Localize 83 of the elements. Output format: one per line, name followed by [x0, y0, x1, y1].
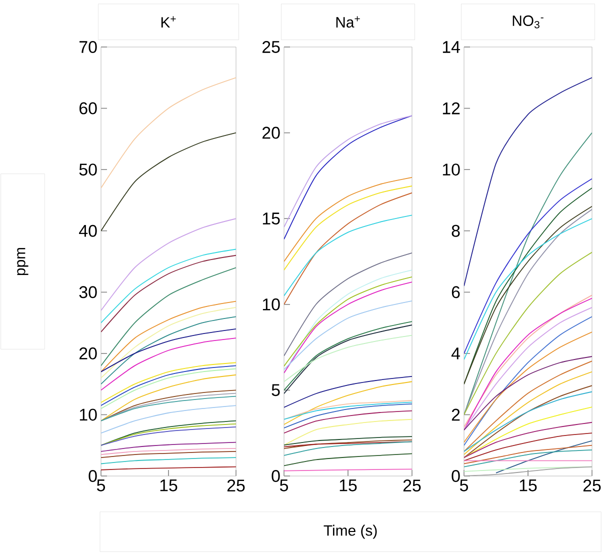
line-series [464, 77, 592, 286]
line-series [101, 405, 236, 434]
y-tick-label: 60 [80, 102, 97, 114]
y-tick-label: 4 [451, 348, 460, 360]
line-series [464, 432, 592, 462]
line-series [464, 422, 592, 458]
line-series [101, 132, 236, 232]
line-series [284, 334, 412, 382]
line-series [464, 356, 592, 430]
line-series [496, 440, 592, 474]
line-series [284, 403, 412, 428]
line-series [284, 186, 412, 271]
y-tick-label: 30 [79, 286, 97, 298]
x-tick-label: 25 [583, 480, 601, 492]
line-series [101, 218, 236, 311]
line-series [101, 316, 236, 385]
x-tick-label: 15 [340, 480, 357, 492]
y-tick-label: 5 [272, 384, 280, 396]
y-tick-label: 2 [452, 408, 460, 421]
line-series [284, 436, 412, 446]
line-series [101, 300, 236, 372]
line-series [101, 451, 236, 458]
line-series [101, 448, 236, 455]
y-tick-label: 10 [80, 408, 97, 421]
line-series [101, 426, 236, 446]
line-series [101, 338, 236, 391]
line-series [464, 252, 592, 416]
y-tick-label: 6 [452, 286, 460, 298]
line-series [101, 267, 236, 366]
line-series [284, 441, 412, 456]
y-tick-label: 14 [442, 41, 460, 53]
line-series [284, 410, 412, 434]
chart-title: Na$^{+}$ [336, 16, 360, 28]
y-tick-label: 20 [80, 347, 97, 360]
line-series [284, 376, 412, 408]
chart-title: K$^{+}$ [161, 16, 176, 28]
line-series [101, 374, 236, 422]
line-series [284, 192, 412, 305]
line-series [101, 307, 236, 378]
line-series [464, 218, 592, 360]
y-tick-label: 70 [80, 41, 97, 54]
line-series [101, 442, 236, 452]
x-tick-label: 25 [403, 480, 421, 492]
y-tick-label: 10 [442, 164, 460, 176]
y-tick-label: 8 [452, 224, 460, 237]
line-series [464, 444, 592, 464]
line-series [464, 450, 592, 468]
y-tick-label: 15 [262, 212, 280, 225]
x-tick-label: 5 [460, 480, 468, 492]
y-tick-label: 0 [88, 470, 97, 482]
y-tick-label: 0 [272, 470, 280, 482]
y-tick-label: 40 [79, 224, 97, 237]
x-tick-label: 5 [280, 480, 288, 492]
line-series [284, 453, 412, 466]
line-series [284, 176, 412, 262]
line-series [284, 252, 412, 356]
y-tick-label: 50 [79, 164, 97, 176]
line-series [101, 248, 236, 324]
chart-title: NO$_{3}$- [512, 15, 544, 28]
x-tick-label: 5 [96, 480, 105, 492]
y-tick-label: 20 [262, 126, 280, 139]
y-tick-label: 0 [452, 470, 460, 482]
line-series [284, 418, 412, 446]
line-series [464, 132, 592, 416]
x-tick-label: 25 [227, 480, 245, 492]
y-tick-label: 25 [262, 41, 280, 53]
line-series [101, 77, 236, 188]
line-series [464, 385, 592, 458]
x-axis-title: Time (s) [324, 524, 377, 539]
line-series [101, 254, 236, 332]
line-series [284, 381, 412, 425]
x-tick-label: 15 [520, 480, 537, 492]
y-axis-title: ppm [17, 248, 28, 276]
line-series [101, 328, 236, 372]
y-tick-label: 12 [442, 102, 460, 114]
line-series [284, 214, 412, 296]
x-tick-label: 15 [160, 480, 178, 492]
y-tick-label: 10 [262, 298, 280, 310]
line-series [464, 391, 592, 452]
line-series [464, 406, 592, 458]
line-series [284, 300, 412, 370]
line-series [101, 457, 236, 464]
line-series [464, 178, 592, 354]
